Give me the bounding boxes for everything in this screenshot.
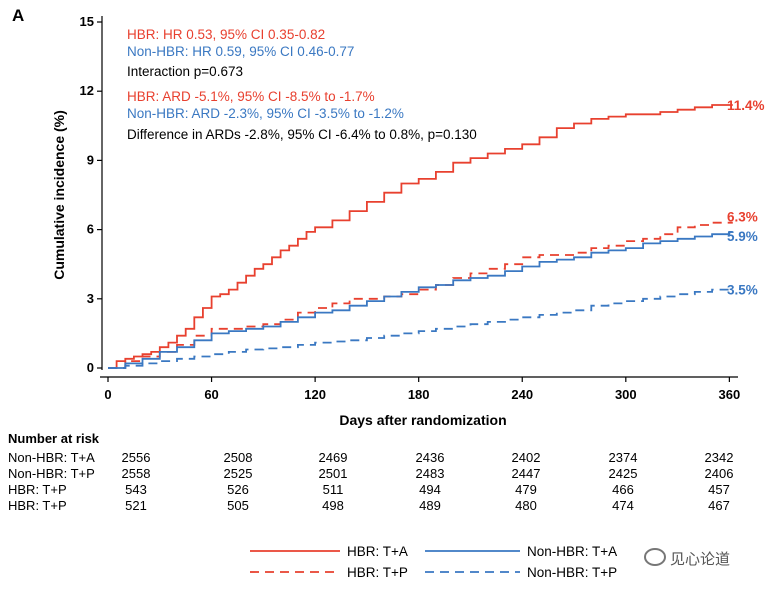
y-tick-label: 9 [87,152,94,167]
risk-cell: 489 [419,498,441,513]
x-axis-label: Days after randomization [339,412,506,428]
annotation-1: HBR: HR 0.53, 95% CI 0.35-0.82 [127,27,325,42]
legend-label-2: HBR: T+P [347,565,408,580]
y-tick-label: 6 [87,222,94,237]
risk-cell: 498 [322,498,344,513]
end-label-2: 6.3% [727,210,758,225]
x-tick-label: 180 [408,387,430,402]
end-label-4: 3.5% [727,282,758,297]
risk-cell: 526 [227,482,249,497]
series-line-3 [108,231,733,369]
risk-cell: 505 [227,498,249,513]
annotation-4: HBR: ARD -5.1%, 95% CI -8.5% to -1.7% [127,89,375,104]
risk-cell: 2406 [704,466,734,481]
x-tick-label: 120 [304,387,326,402]
y-tick-label: 3 [87,291,94,306]
legend-label-3: Non-HBR: T+A [527,544,617,559]
x-tick-label: 300 [615,387,637,402]
risk-row-label: HBR: T+P [8,498,67,513]
risk-cell: 2483 [415,466,445,481]
x-tick-label: 0 [104,387,111,402]
legend-label-1: HBR: T+A [347,544,408,559]
series-line-2 [108,221,733,369]
series-line-1 [108,104,733,369]
x-tick-label: 240 [511,387,533,402]
risk-cell: 2508 [223,450,253,465]
y-axis-label: Cumulative incidence (%) [51,110,67,280]
annotation-2: Non-HBR: HR 0.59, 95% CI 0.46-0.77 [127,44,354,59]
series-line-4 [108,286,733,369]
risk-cell: 521 [125,498,147,513]
risk-cell: 2374 [608,450,638,465]
risk-cell: 479 [515,482,537,497]
risk-cell: 474 [612,498,634,513]
y-tick-label: 12 [80,83,94,98]
risk-row-label: Non-HBR: T+A [8,450,95,465]
risk-cell: 2402 [511,450,541,465]
x-tick-label: 360 [719,387,741,402]
x-tick-label: 60 [204,387,218,402]
end-label-1: 11.4% [727,98,765,113]
risk-cell: 467 [708,498,730,513]
risk-row-label: Non-HBR: T+P [8,466,95,481]
end-label-3: 5.9% [727,229,758,244]
annotation-3: Interaction p=0.673 [127,64,243,79]
wechat-icon [644,548,666,566]
risk-cell: 543 [125,482,147,497]
panel-label: A [12,6,25,25]
risk-cell: 494 [419,482,441,497]
risk-cell: 2556 [121,450,151,465]
risk-cell: 2436 [415,450,445,465]
risk-cell: 2425 [608,466,638,481]
risk-cell: 2525 [223,466,253,481]
risk-cell: 2558 [121,466,151,481]
y-tick-label: 0 [87,360,94,375]
legend-label-4: Non-HBR: T+P [527,565,617,580]
annotation-5: Non-HBR: ARD -2.3%, 95% CI -3.5% to -1.2… [127,106,404,121]
risk-cell: 2469 [318,450,348,465]
watermark-text: 见心论道 [670,551,731,568]
watermark: 见心论道 [644,548,730,569]
risk-cell: 457 [708,482,730,497]
risk-cell: 2447 [511,466,541,481]
risk-cell: 2342 [704,450,734,465]
risk-table-title: Number at risk [8,431,100,446]
risk-row-label: HBR: T+P [8,482,67,497]
risk-cell: 466 [612,482,634,497]
annotation-6: Difference in ARDs -2.8%, 95% CI -6.4% t… [127,127,477,142]
risk-cell: 511 [322,482,344,497]
risk-cell: 480 [515,498,537,513]
y-tick-label: 15 [80,14,94,29]
risk-cell: 2501 [318,466,348,481]
